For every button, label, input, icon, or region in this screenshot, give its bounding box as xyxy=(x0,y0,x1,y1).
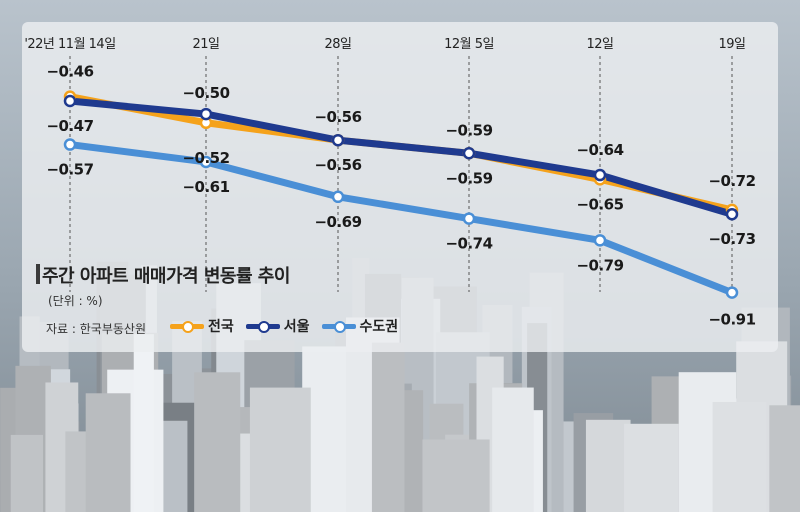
data-label: −0.57 xyxy=(46,161,93,179)
legend-label-seoul: 서울 xyxy=(283,319,310,335)
point-sudogwon xyxy=(462,212,476,225)
title-accent-bar xyxy=(36,264,40,284)
legend: 전국 서울 수도권 xyxy=(170,316,398,336)
point-seoul xyxy=(593,168,607,182)
data-label: −0.72 xyxy=(708,172,755,190)
point-seoul xyxy=(331,133,345,147)
x-tick-label: 12월 5일 xyxy=(444,37,494,52)
point-sudogwon xyxy=(725,286,739,299)
x-tick-label: '22년 11월 14일 xyxy=(24,37,115,52)
data-label: −0.79 xyxy=(576,256,623,274)
legend-label-sudogwon: 수도권 xyxy=(359,319,399,335)
data-label: −0.74 xyxy=(445,235,492,253)
x-tick-label: 12일 xyxy=(586,37,613,52)
point-sudogwon xyxy=(199,155,213,169)
point-seoul xyxy=(63,94,77,108)
source-label: 자료 : 한국부동산원 xyxy=(46,322,146,336)
data-label: −0.59 xyxy=(445,121,492,139)
legend-item-jeonguk: 전국 xyxy=(170,316,234,336)
data-label: −0.65 xyxy=(576,195,623,213)
point-sudogwon xyxy=(593,234,607,247)
x-tick-label: 19일 xyxy=(718,37,745,52)
data-label: −0.47 xyxy=(46,117,93,135)
data-label: −0.56 xyxy=(314,108,361,126)
line-seoul xyxy=(66,97,736,218)
chart-title: 주간 아파트 매매가격 변동률 추이 xyxy=(42,266,290,287)
legend-item-seoul: 서울 xyxy=(245,316,310,336)
unit-label: (단위 : %) xyxy=(48,294,103,308)
data-label: −0.64 xyxy=(576,141,623,159)
legend-item-sudogwon: 수도권 xyxy=(321,316,399,336)
data-label: −0.61 xyxy=(182,178,229,196)
data-label: −0.56 xyxy=(314,156,361,174)
legend-swatch-seoul xyxy=(245,319,280,333)
data-label: −0.52 xyxy=(182,149,229,167)
data-label: −0.91 xyxy=(708,311,755,329)
point-sudogwon xyxy=(331,190,345,204)
data-label: −0.59 xyxy=(445,169,492,187)
point-seoul xyxy=(199,107,213,121)
legend-swatch-sudogwon xyxy=(321,319,356,333)
line-sudogwon xyxy=(66,141,736,297)
point-seoul xyxy=(725,207,739,221)
data-label: −0.73 xyxy=(708,230,755,248)
legend-swatch-jeonguk xyxy=(170,319,204,333)
point-sudogwon xyxy=(63,138,77,151)
x-tick-label: 21일 xyxy=(192,37,219,52)
x-tick-label: 28일 xyxy=(324,37,351,52)
data-label: −0.69 xyxy=(314,213,361,231)
data-label: −0.50 xyxy=(182,84,229,102)
point-seoul xyxy=(462,147,476,160)
data-label: −0.46 xyxy=(46,63,93,81)
legend-label-jeonguk: 전국 xyxy=(208,319,234,335)
